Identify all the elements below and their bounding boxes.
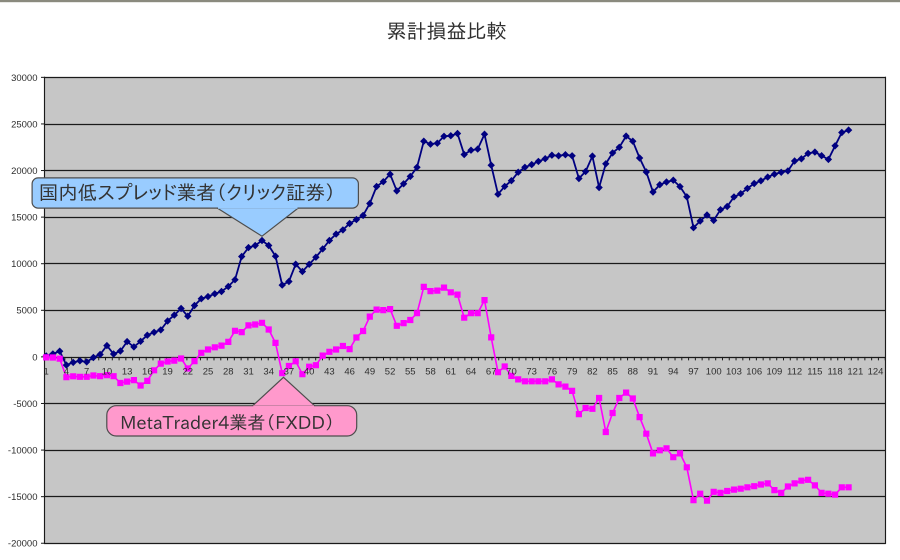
svg-text:124: 124 [868, 367, 884, 378]
svg-text:-15000: -15000 [8, 492, 38, 503]
svg-text:20000: 20000 [11, 166, 37, 177]
svg-text:10000: 10000 [11, 259, 37, 270]
svg-text:94: 94 [668, 367, 679, 378]
svg-text:-5000: -5000 [13, 399, 37, 410]
svg-text:73: 73 [526, 367, 537, 378]
svg-text:-10000: -10000 [8, 445, 38, 456]
svg-text:112: 112 [787, 367, 802, 378]
svg-text:115: 115 [807, 367, 822, 378]
svg-text:82: 82 [587, 367, 598, 378]
svg-text:88: 88 [628, 367, 639, 378]
svg-text:67: 67 [486, 367, 497, 378]
svg-text:85: 85 [607, 367, 618, 378]
svg-text:31: 31 [243, 367, 254, 378]
svg-text:16: 16 [142, 367, 153, 378]
svg-text:100: 100 [706, 367, 722, 378]
svg-text:1: 1 [44, 367, 49, 378]
svg-text:19: 19 [162, 367, 173, 378]
svg-text:5000: 5000 [16, 306, 37, 317]
svg-text:25: 25 [203, 367, 214, 378]
svg-text:91: 91 [648, 367, 659, 378]
svg-text:118: 118 [828, 367, 843, 378]
svg-text:46: 46 [344, 367, 355, 378]
svg-text:0: 0 [32, 352, 37, 363]
svg-text:43: 43 [324, 367, 335, 378]
svg-text:109: 109 [766, 367, 782, 378]
svg-text:22: 22 [183, 367, 194, 378]
svg-text:58: 58 [425, 367, 436, 378]
svg-text:7: 7 [84, 367, 89, 378]
svg-text:64: 64 [466, 367, 477, 378]
svg-text:52: 52 [385, 367, 396, 378]
svg-text:97: 97 [688, 367, 699, 378]
svg-text:40: 40 [304, 367, 315, 378]
svg-text:-20000: -20000 [8, 539, 38, 550]
svg-text:34: 34 [263, 367, 274, 378]
svg-text:106: 106 [746, 367, 762, 378]
svg-text:15000: 15000 [11, 213, 37, 224]
svg-text:13: 13 [122, 367, 133, 378]
svg-text:49: 49 [365, 367, 376, 378]
svg-text:4: 4 [64, 367, 69, 378]
svg-text:121: 121 [847, 367, 863, 378]
svg-text:30000: 30000 [11, 73, 37, 84]
svg-text:10: 10 [102, 367, 113, 378]
svg-text:61: 61 [445, 367, 456, 378]
svg-text:79: 79 [567, 367, 578, 378]
svg-text:37: 37 [284, 367, 295, 378]
svg-text:55: 55 [405, 367, 416, 378]
svg-text:25000: 25000 [11, 119, 37, 130]
svg-text:76: 76 [547, 367, 558, 378]
svg-text:103: 103 [726, 367, 742, 378]
svg-text:28: 28 [223, 367, 234, 378]
svg-text:70: 70 [506, 367, 517, 378]
